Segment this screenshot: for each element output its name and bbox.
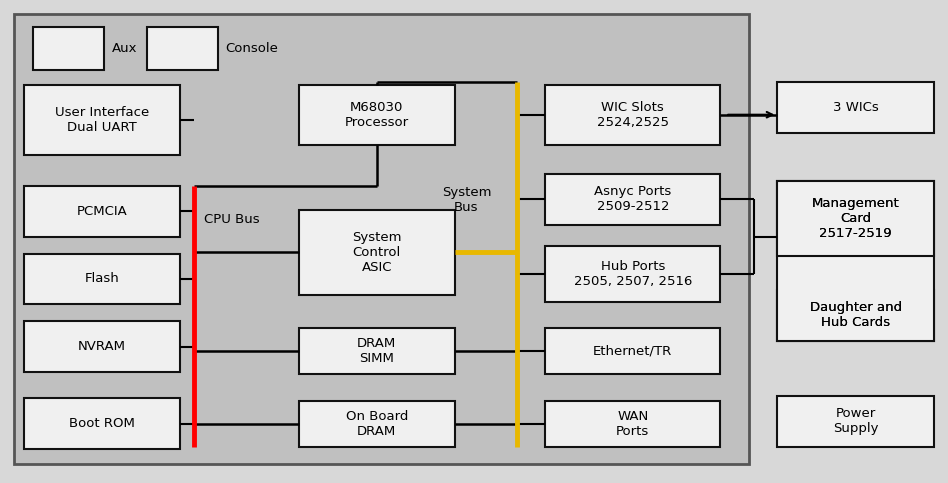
FancyBboxPatch shape — [24, 398, 180, 449]
FancyBboxPatch shape — [777, 396, 934, 447]
Text: Hub Ports
2505, 2507, 2516: Hub Ports 2505, 2507, 2516 — [574, 260, 692, 288]
Text: NVRAM: NVRAM — [78, 340, 126, 353]
FancyBboxPatch shape — [777, 290, 934, 341]
FancyBboxPatch shape — [299, 85, 455, 145]
Text: On Board
DRAM: On Board DRAM — [346, 410, 408, 438]
FancyBboxPatch shape — [777, 181, 934, 341]
Text: PCMCIA: PCMCIA — [77, 205, 127, 218]
Text: Aux: Aux — [112, 42, 137, 55]
FancyBboxPatch shape — [24, 85, 180, 155]
FancyBboxPatch shape — [545, 328, 720, 374]
Text: DRAM
SIMM: DRAM SIMM — [357, 338, 396, 365]
Text: Console: Console — [226, 42, 279, 55]
FancyBboxPatch shape — [545, 174, 720, 225]
FancyBboxPatch shape — [14, 14, 749, 464]
Text: WAN
Ports: WAN Ports — [616, 410, 649, 438]
Text: WIC Slots
2524,2525: WIC Slots 2524,2525 — [597, 101, 668, 128]
FancyBboxPatch shape — [299, 401, 455, 447]
FancyBboxPatch shape — [299, 210, 455, 295]
FancyBboxPatch shape — [299, 328, 455, 374]
FancyBboxPatch shape — [777, 82, 934, 133]
Text: Management
Card
2517-2519: Management Card 2517-2519 — [811, 197, 900, 240]
Text: System
Bus: System Bus — [442, 186, 491, 214]
FancyBboxPatch shape — [33, 27, 104, 70]
Text: 3 WICs: 3 WICs — [832, 101, 879, 114]
Text: User Interface
Dual UART: User Interface Dual UART — [55, 106, 149, 133]
Text: Power
Supply: Power Supply — [833, 408, 878, 435]
Text: Management
Card
2517-2519: Management Card 2517-2519 — [811, 197, 900, 240]
Text: Ethernet/TR: Ethernet/TR — [593, 345, 672, 358]
FancyBboxPatch shape — [24, 321, 180, 372]
Text: Flash: Flash — [84, 272, 119, 285]
FancyBboxPatch shape — [24, 186, 180, 237]
Text: System
Control
ASIC: System Control ASIC — [352, 231, 402, 274]
Text: Daughter and
Hub Cards: Daughter and Hub Cards — [810, 301, 902, 329]
FancyBboxPatch shape — [545, 246, 720, 302]
FancyBboxPatch shape — [777, 181, 934, 256]
Text: CPU Bus: CPU Bus — [204, 213, 260, 226]
FancyBboxPatch shape — [147, 27, 218, 70]
Text: Boot ROM: Boot ROM — [69, 417, 135, 430]
Text: Asnyc Ports
2509-2512: Asnyc Ports 2509-2512 — [594, 185, 671, 213]
FancyBboxPatch shape — [545, 85, 720, 145]
Text: Daughter and
Hub Cards: Daughter and Hub Cards — [810, 301, 902, 329]
FancyBboxPatch shape — [24, 254, 180, 304]
Text: M68030
Processor: M68030 Processor — [345, 101, 409, 128]
FancyBboxPatch shape — [545, 401, 720, 447]
